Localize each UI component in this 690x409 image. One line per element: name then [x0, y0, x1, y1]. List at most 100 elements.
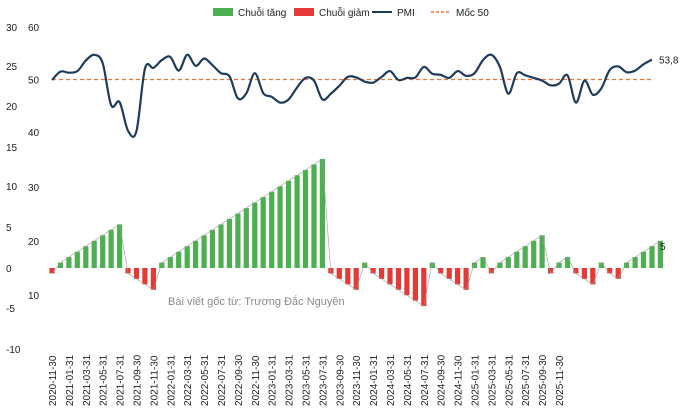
- streak-bar: [640, 251, 647, 268]
- x-axis-tick: 2024-01-31: [369, 354, 380, 406]
- streak-bar: [590, 268, 596, 285]
- streak-bar: [657, 240, 663, 269]
- streak-bar: [412, 268, 418, 301]
- x-axis-tick: 2021-03-31: [82, 354, 93, 406]
- streak-bar: [438, 268, 444, 274]
- x-axis-tick: 2020-11-30: [48, 355, 59, 406]
- legend-label-0: Chuỗi tăng: [238, 6, 286, 19]
- streak-bar: [548, 268, 554, 274]
- streak-bar: [235, 213, 241, 268]
- streak-bar: [615, 268, 621, 279]
- x-axis-tick: 2023-05-31: [302, 354, 313, 406]
- x-axis-tick: 2024-09-30: [437, 354, 448, 406]
- streak-bar: [471, 262, 478, 268]
- pmi-axis-tick: 40: [28, 128, 40, 139]
- x-axis-tick: 2025-09-30: [538, 354, 549, 406]
- pmi-end-label: 53,8: [659, 56, 679, 67]
- streak-bar: [193, 240, 199, 269]
- streak-bar: [57, 262, 63, 268]
- watermark-text: Bài viết gốc từ: Trương Đắc Nguyên: [168, 295, 345, 308]
- x-axis-tick: 2023-01-31: [268, 354, 279, 406]
- streak-bar: [150, 268, 156, 290]
- x-axis-tick: 2022-03-31: [183, 354, 194, 406]
- x-axis-tick: 2022-09-30: [234, 354, 245, 406]
- x-axis-tick: 2025-07-31: [521, 354, 532, 406]
- streak-bar: [607, 268, 613, 274]
- streak-bar: [632, 257, 638, 268]
- streak-bar: [125, 268, 131, 274]
- streak-bar: [319, 159, 325, 268]
- streak-bar: [167, 257, 173, 268]
- streak-bar: [421, 268, 427, 307]
- streak-bar: [176, 251, 182, 268]
- streak-bar: [108, 229, 114, 268]
- streak-axis-tick: 10: [28, 291, 40, 302]
- streak-bar: [218, 224, 224, 268]
- streak-bar: [269, 191, 275, 268]
- streak-bar: [404, 268, 410, 296]
- streak-bar: [395, 268, 402, 290]
- streak-bar: [539, 235, 545, 268]
- streak-bar: [531, 240, 537, 269]
- pmi-axis-tick: 60: [28, 23, 40, 34]
- streak-bar: [345, 268, 351, 285]
- streak-bar: [277, 186, 283, 269]
- streak-bar: [564, 257, 571, 268]
- streak-axis-tick: 20: [28, 237, 40, 248]
- x-axis-tick: 2023-03-31: [285, 354, 296, 406]
- streak-bar: [480, 257, 486, 268]
- months-axis-tick: 30: [6, 23, 18, 34]
- streak-bar: [117, 224, 123, 268]
- x-axis-tick: 2025-11-30: [555, 355, 566, 406]
- streak-bar: [336, 268, 342, 279]
- months-axis-tick: 20: [6, 102, 18, 113]
- x-axis-tick: 2022-01-31: [166, 354, 177, 406]
- streak-bar: [142, 268, 148, 285]
- streak-bar: [201, 235, 207, 268]
- months-axis-tick: 5: [6, 223, 12, 234]
- streak-bar: [429, 262, 435, 268]
- streak-bar: [91, 240, 97, 269]
- streak-bar: [362, 262, 368, 268]
- streak-bar: [243, 208, 249, 268]
- legend-swatch-0: [213, 8, 233, 16]
- streak-bar: [649, 246, 655, 268]
- streak-bar: [74, 251, 80, 268]
- streak-end-label: 5: [660, 242, 666, 253]
- streak-bar: [252, 202, 258, 268]
- months-axis-tick: 25: [6, 62, 18, 73]
- streak-bar: [581, 268, 587, 279]
- streak-bar: [184, 246, 190, 268]
- legend-label-2: PMI: [397, 8, 415, 19]
- legend-label-3: Mốc 50: [456, 7, 489, 19]
- pmi-line: [51, 53, 653, 138]
- streak-bar: [302, 169, 309, 268]
- x-axis-tick: 2024-05-31: [403, 354, 414, 406]
- x-axis-tick: 2021-07-31: [116, 354, 127, 406]
- streak-bar: [49, 268, 55, 274]
- x-axis-tick: 2022-07-31: [217, 354, 228, 406]
- streak-bar: [455, 268, 461, 285]
- streak-bar: [133, 268, 140, 279]
- x-axis-tick: 2025-03-31: [487, 354, 498, 406]
- streak-bar: [209, 229, 216, 268]
- streak-bar: [83, 246, 89, 268]
- streak-bar: [100, 235, 106, 268]
- streak-bar: [598, 262, 604, 268]
- streak-bar: [311, 164, 317, 268]
- streak-bar: [66, 257, 72, 268]
- pmi-axis-tick: 50: [28, 76, 40, 87]
- legend-swatch-1: [294, 8, 314, 16]
- streak-bar: [522, 246, 528, 268]
- streak-bar: [226, 218, 232, 268]
- months-axis-tick: -5: [6, 304, 15, 315]
- streak-bar: [505, 257, 511, 268]
- streak-bar: [488, 268, 494, 274]
- x-axis-tick: 2024-07-31: [420, 354, 431, 406]
- streak-bar: [294, 175, 300, 268]
- legend-label-1: Chuỗi giảm: [319, 6, 370, 19]
- x-axis-tick: 2024-11-30: [454, 355, 465, 406]
- streak-bar: [624, 262, 630, 268]
- streak-bar: [387, 268, 393, 285]
